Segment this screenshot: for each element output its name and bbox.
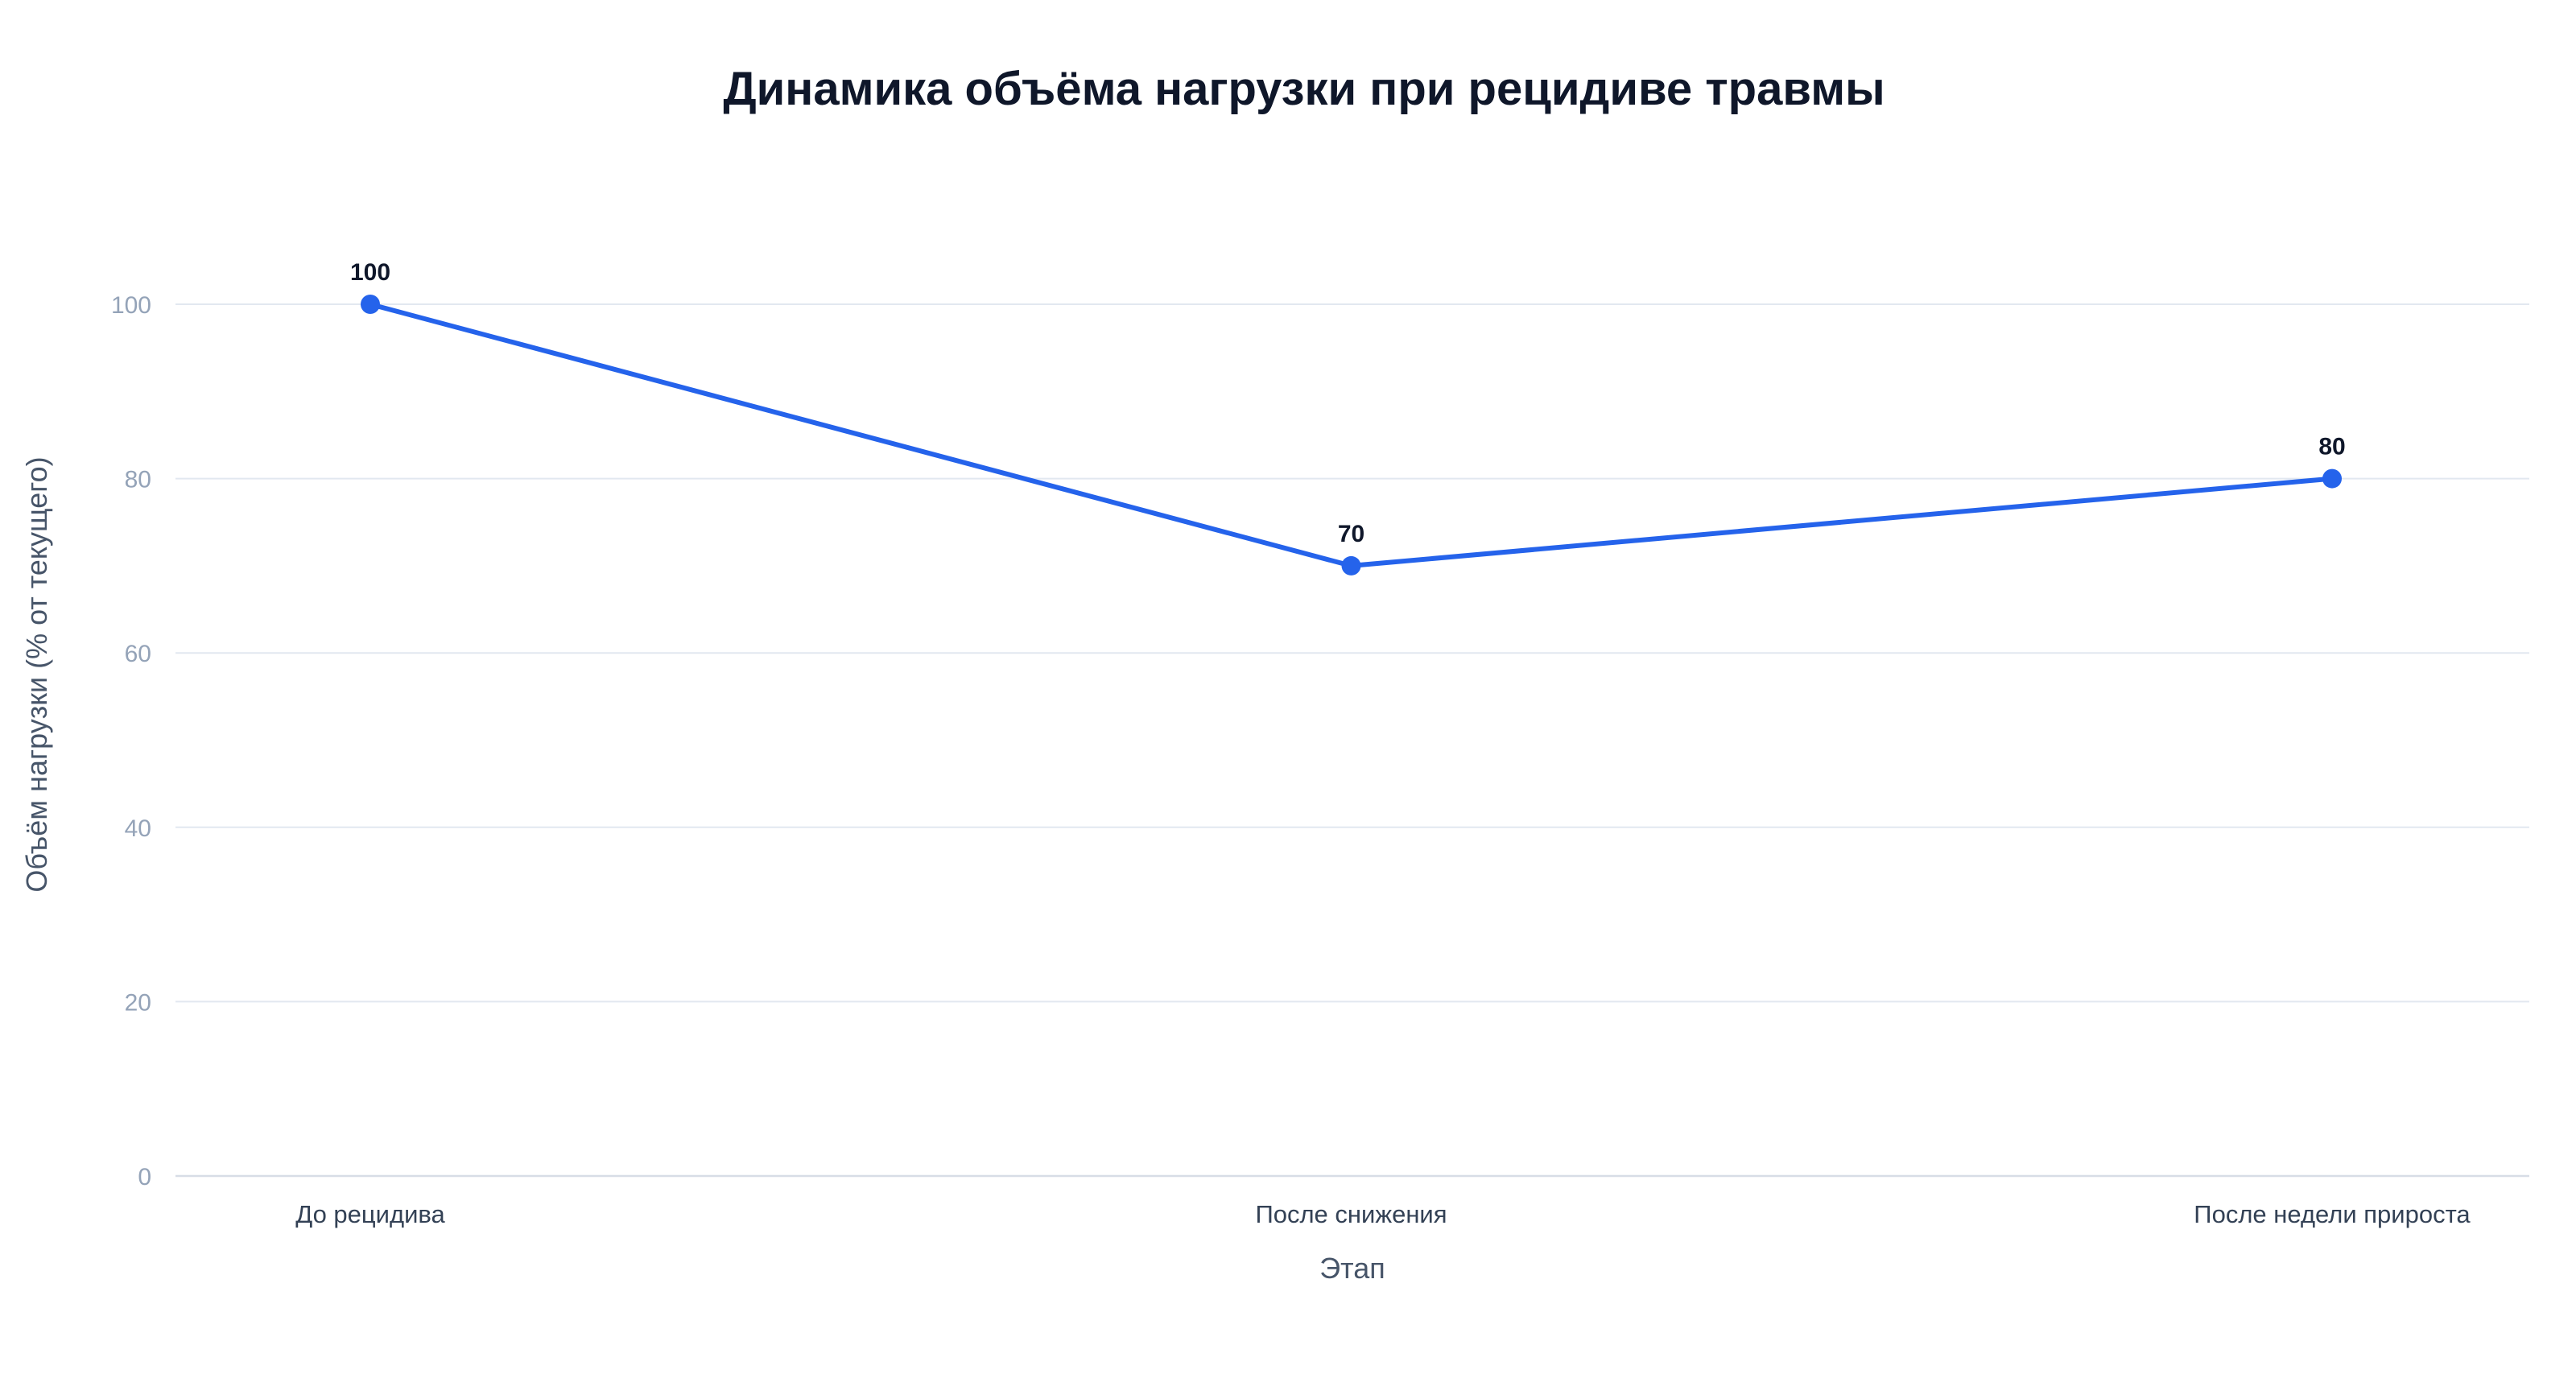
x-tick-label: До рецидива [295, 1200, 445, 1228]
x-tick-label: После снижения [1255, 1200, 1447, 1228]
data-point [361, 295, 380, 314]
x-tick-label: После недели прироста [2194, 1200, 2471, 1228]
x-axis-ticks: До рецидива После снижения После недели пр… [295, 1200, 2471, 1228]
y-tick-label: 80 [125, 467, 151, 493]
y-tick-label: 0 [138, 1164, 151, 1190]
data-labels: 100 70 80 [350, 259, 2346, 547]
data-label: 70 [1338, 521, 1364, 547]
series-layer [361, 295, 2342, 576]
y-tick-label: 40 [125, 815, 151, 842]
y-tick-label: 100 [111, 292, 151, 319]
data-label: 100 [350, 259, 390, 286]
y-tick-label: 60 [125, 641, 151, 667]
data-label: 80 [2318, 434, 2345, 460]
data-point [1341, 555, 1361, 576]
y-tick-label: 20 [125, 989, 151, 1016]
x-axis-title: Этап [1319, 1252, 1385, 1285]
y-axis-title: Объём нагрузки (% от текущего) [20, 456, 53, 892]
y-axis-ticks: 0 20 40 60 80 100 [111, 292, 151, 1190]
gridlines [175, 303, 2529, 1178]
data-point [2322, 468, 2342, 489]
chart-title: Динамика объёма нагрузки при рецидиве тр… [723, 63, 1885, 115]
